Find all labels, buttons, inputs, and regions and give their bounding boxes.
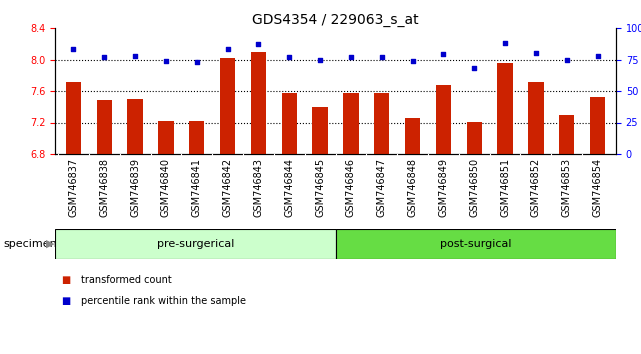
Point <box>99 54 110 60</box>
Text: GSM746842: GSM746842 <box>222 158 233 217</box>
Text: GSM746840: GSM746840 <box>161 158 171 217</box>
Text: GSM746838: GSM746838 <box>99 158 110 217</box>
Bar <box>436 85 451 154</box>
Point <box>438 52 449 57</box>
Bar <box>559 115 574 154</box>
Text: GSM746845: GSM746845 <box>315 158 325 217</box>
Bar <box>590 97 605 154</box>
Point <box>377 54 387 60</box>
Text: GSM746853: GSM746853 <box>562 158 572 217</box>
Bar <box>497 63 513 154</box>
Point <box>562 57 572 62</box>
Bar <box>528 81 544 154</box>
Bar <box>405 118 420 154</box>
Bar <box>128 99 143 154</box>
Text: GSM746846: GSM746846 <box>346 158 356 217</box>
Text: specimen: specimen <box>3 239 57 249</box>
Bar <box>343 93 358 154</box>
Bar <box>335 229 616 259</box>
Point <box>192 59 202 65</box>
Bar <box>312 107 328 154</box>
Text: ■: ■ <box>62 297 71 307</box>
Bar <box>55 229 335 259</box>
Point <box>130 53 140 58</box>
Text: transformed count: transformed count <box>81 275 171 285</box>
Bar <box>97 101 112 154</box>
Text: GSM746844: GSM746844 <box>284 158 294 217</box>
Text: pre-surgerical: pre-surgerical <box>156 239 234 249</box>
Text: GSM746851: GSM746851 <box>500 158 510 217</box>
Bar <box>467 122 482 154</box>
Point <box>161 58 171 64</box>
Bar <box>158 121 174 154</box>
Text: GSM746847: GSM746847 <box>377 158 387 217</box>
Text: GSM746837: GSM746837 <box>69 158 78 217</box>
Text: ▶: ▶ <box>46 239 54 249</box>
Text: GSM746841: GSM746841 <box>192 158 202 217</box>
Bar <box>66 81 81 154</box>
Point <box>531 50 541 56</box>
Point <box>69 47 79 52</box>
Point <box>500 40 510 46</box>
Text: ■: ■ <box>62 275 71 285</box>
Bar <box>220 58 235 154</box>
Text: GSM746854: GSM746854 <box>592 158 603 217</box>
Bar <box>374 93 390 154</box>
Text: GSM746843: GSM746843 <box>253 158 263 217</box>
Bar <box>251 52 266 154</box>
Text: post-surgical: post-surgical <box>440 239 512 249</box>
Text: GSM746848: GSM746848 <box>408 158 417 217</box>
Text: GSM746850: GSM746850 <box>469 158 479 217</box>
Bar <box>189 121 204 154</box>
Bar <box>281 93 297 154</box>
Point <box>253 41 263 47</box>
Text: percentile rank within the sample: percentile rank within the sample <box>81 297 246 307</box>
Point <box>592 53 603 58</box>
Point <box>315 57 325 62</box>
Point <box>469 65 479 71</box>
Title: GDS4354 / 229063_s_at: GDS4354 / 229063_s_at <box>252 13 419 27</box>
Text: GSM746852: GSM746852 <box>531 158 541 217</box>
Text: GSM746839: GSM746839 <box>130 158 140 217</box>
Point <box>222 47 233 52</box>
Text: GSM746849: GSM746849 <box>438 158 449 217</box>
Point <box>408 58 418 64</box>
Point <box>345 54 356 60</box>
Point <box>284 54 294 60</box>
